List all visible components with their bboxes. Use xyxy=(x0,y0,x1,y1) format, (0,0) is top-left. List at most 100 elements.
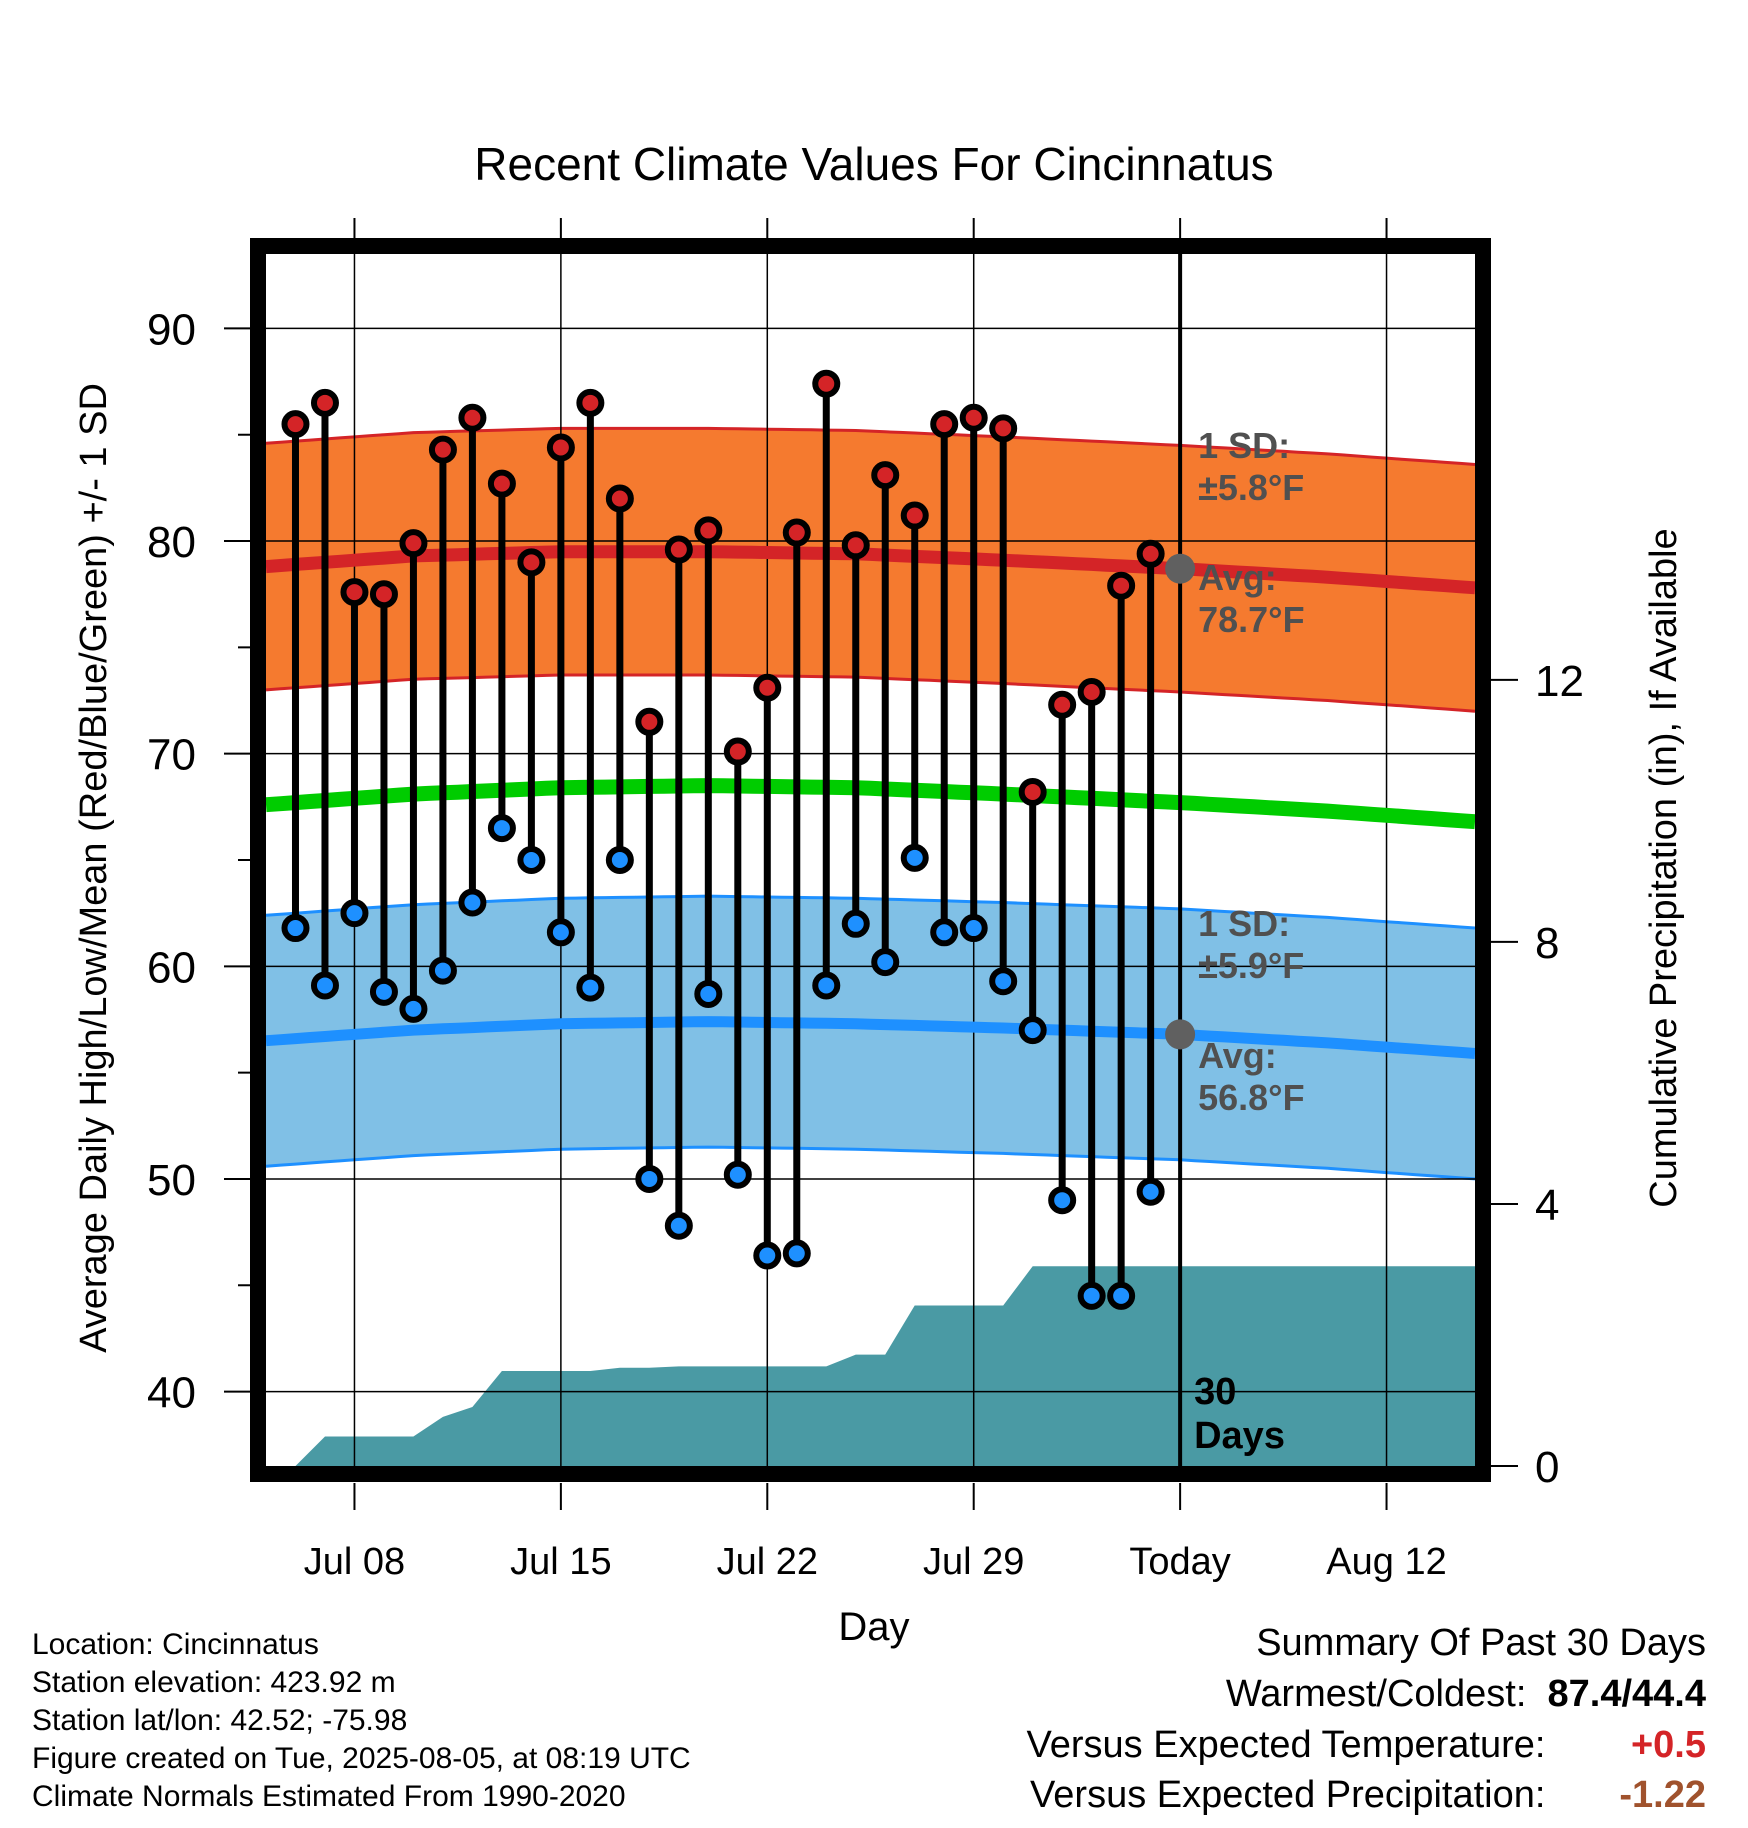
low-point-jul-16 xyxy=(576,973,605,1002)
high-point-jul-14 xyxy=(517,548,546,577)
low-point-jul-11 xyxy=(428,956,457,985)
low-point-jul-13 xyxy=(487,814,516,843)
high-point-jul-10 xyxy=(399,529,428,558)
low-avg-line xyxy=(265,1016,1476,1059)
high-point-jul-22 xyxy=(753,673,782,702)
info-location: Location: Cincinnatus xyxy=(32,1628,319,1661)
daily-stems xyxy=(291,383,1155,1296)
low-point-jul-29 xyxy=(959,914,988,943)
today-low-avg-dot xyxy=(1165,1019,1196,1050)
summary-title-text: Summary Of Past 30 Days xyxy=(1256,1622,1706,1664)
precipitation-area xyxy=(295,1266,1475,1466)
high-point-jul-21 xyxy=(723,737,752,766)
low-point-aug-04 xyxy=(1136,1177,1165,1206)
xtick-label-today: Today xyxy=(1129,1541,1230,1583)
high-point-jul-28 xyxy=(930,410,959,439)
station-info: Location: Cincinnatus Station elevation:… xyxy=(32,1626,691,1816)
plot-border xyxy=(250,238,1491,1482)
summary-temp-label: Versus Expected Temperature: xyxy=(1026,1724,1546,1766)
y2tick-label-12: 12 xyxy=(1535,657,1584,706)
xtick-label-jul-15: Jul 15 xyxy=(510,1541,611,1583)
high-sd-label-2: ±5.8°F xyxy=(1198,467,1304,508)
low-point-jul-20 xyxy=(694,979,723,1008)
info-created: Figure created on Tue, 2025-08-05, at 08… xyxy=(32,1742,691,1775)
y2tick-label-0: 0 xyxy=(1535,1443,1559,1492)
high-point-jul-07 xyxy=(310,388,339,417)
high-point-jul-27 xyxy=(900,501,929,530)
low-avg-label-1: Avg: xyxy=(1198,1035,1277,1076)
high-point-jul-26 xyxy=(871,461,900,490)
high-sd-upper-edge xyxy=(265,426,1476,466)
high-point-jul-15 xyxy=(546,433,575,462)
high-point-aug-02 xyxy=(1077,678,1106,707)
high-avg-label-2: 78.7°F xyxy=(1198,599,1304,640)
ytick-label-60: 60 xyxy=(147,943,196,992)
low-sd-label-1: 1 SD: xyxy=(1198,903,1290,944)
high-avg-label-1: Avg: xyxy=(1198,557,1277,598)
ytick-label-40: 40 xyxy=(147,1369,196,1418)
summary-warm-cold-value: 87.4/44.4 xyxy=(1547,1673,1706,1715)
high-point-jul-29 xyxy=(959,403,988,432)
summary-title: Summary Of Past 30 Days xyxy=(1256,1622,1706,1665)
low-point-jul-26 xyxy=(871,948,900,977)
xtick-label-jul-08: Jul 08 xyxy=(304,1541,405,1583)
high-point-jul-06 xyxy=(281,410,310,439)
info-normals: Climate Normals Estimated From 1990-2020 xyxy=(32,1780,626,1813)
chart-title: Recent Climate Values For Cincinnatus xyxy=(474,138,1273,190)
high-point-aug-04 xyxy=(1136,539,1165,568)
mean-avg-line xyxy=(265,778,1476,830)
low-point-aug-03 xyxy=(1107,1281,1136,1310)
high-sd-lower-edge xyxy=(265,673,1476,713)
today-high-avg-dot xyxy=(1165,553,1196,584)
low-point-jul-19 xyxy=(664,1211,693,1240)
today-box-text-1: 30 xyxy=(1194,1371,1236,1413)
low-avg-label-2: 56.8°F xyxy=(1198,1077,1304,1118)
high-point-jul-08 xyxy=(340,578,369,607)
ytick-label-50: 50 xyxy=(147,1156,196,1205)
y2-axis-label: Cumulative Precipitation (in), If Availa… xyxy=(1643,528,1685,1207)
high-point-aug-01 xyxy=(1048,690,1077,719)
xtick-label-jul-22: Jul 22 xyxy=(717,1541,818,1583)
low-point-jul-15 xyxy=(546,918,575,947)
high-point-jul-12 xyxy=(458,403,487,432)
y2tick-label-4: 4 xyxy=(1535,1181,1559,1230)
low-point-jul-08 xyxy=(340,899,369,928)
high-point-jul-20 xyxy=(694,516,723,545)
high-point-jul-17 xyxy=(605,484,634,513)
low-point-jul-28 xyxy=(930,918,959,947)
high-point-jul-30 xyxy=(989,414,1018,443)
high-point-jul-18 xyxy=(635,707,664,736)
ytick-label-90: 90 xyxy=(147,305,196,354)
low-point-jul-25 xyxy=(841,909,870,938)
low-point-aug-01 xyxy=(1048,1186,1077,1215)
high-sd-band xyxy=(266,428,1475,712)
axes: 40 50 60 70 80 90 0 4 8 12 Jul 08 Jul 15 Jul 22 Jul 2… xyxy=(73,138,1685,1649)
low-point-jul-30 xyxy=(989,967,1018,996)
low-sd-lower-edge xyxy=(265,1145,1476,1181)
daily-dots xyxy=(281,369,1165,1310)
low-sd-label-2: ±5.9°F xyxy=(1198,945,1304,986)
low-point-jul-21 xyxy=(723,1160,752,1189)
low-point-jul-09 xyxy=(369,977,398,1006)
precip-area xyxy=(295,1266,1475,1466)
high-point-jul-16 xyxy=(576,388,605,417)
low-point-jul-10 xyxy=(399,994,428,1023)
low-point-jul-12 xyxy=(458,888,487,917)
low-point-jul-07 xyxy=(310,971,339,1000)
ytick-label-80: 80 xyxy=(147,518,196,567)
low-point-jul-23 xyxy=(782,1239,811,1268)
low-point-jul-31 xyxy=(1018,1016,1047,1045)
y2tick-label-8: 8 xyxy=(1535,919,1559,968)
today-box-text-2: Days xyxy=(1194,1415,1285,1457)
normal-lines xyxy=(265,545,1476,1059)
low-point-jul-17 xyxy=(605,846,634,874)
low-point-aug-02 xyxy=(1077,1281,1106,1310)
info-elevation: Station elevation: 423.92 m xyxy=(32,1666,396,1699)
summary-temp-value: +0.5 xyxy=(1630,1724,1706,1766)
high-sd-label-1: 1 SD: xyxy=(1198,425,1290,466)
summary-temp: Versus Expected Temperature: +0.5 xyxy=(1027,1724,1706,1767)
summary-precip-label: Versus Expected Precipitation: xyxy=(1030,1774,1546,1816)
